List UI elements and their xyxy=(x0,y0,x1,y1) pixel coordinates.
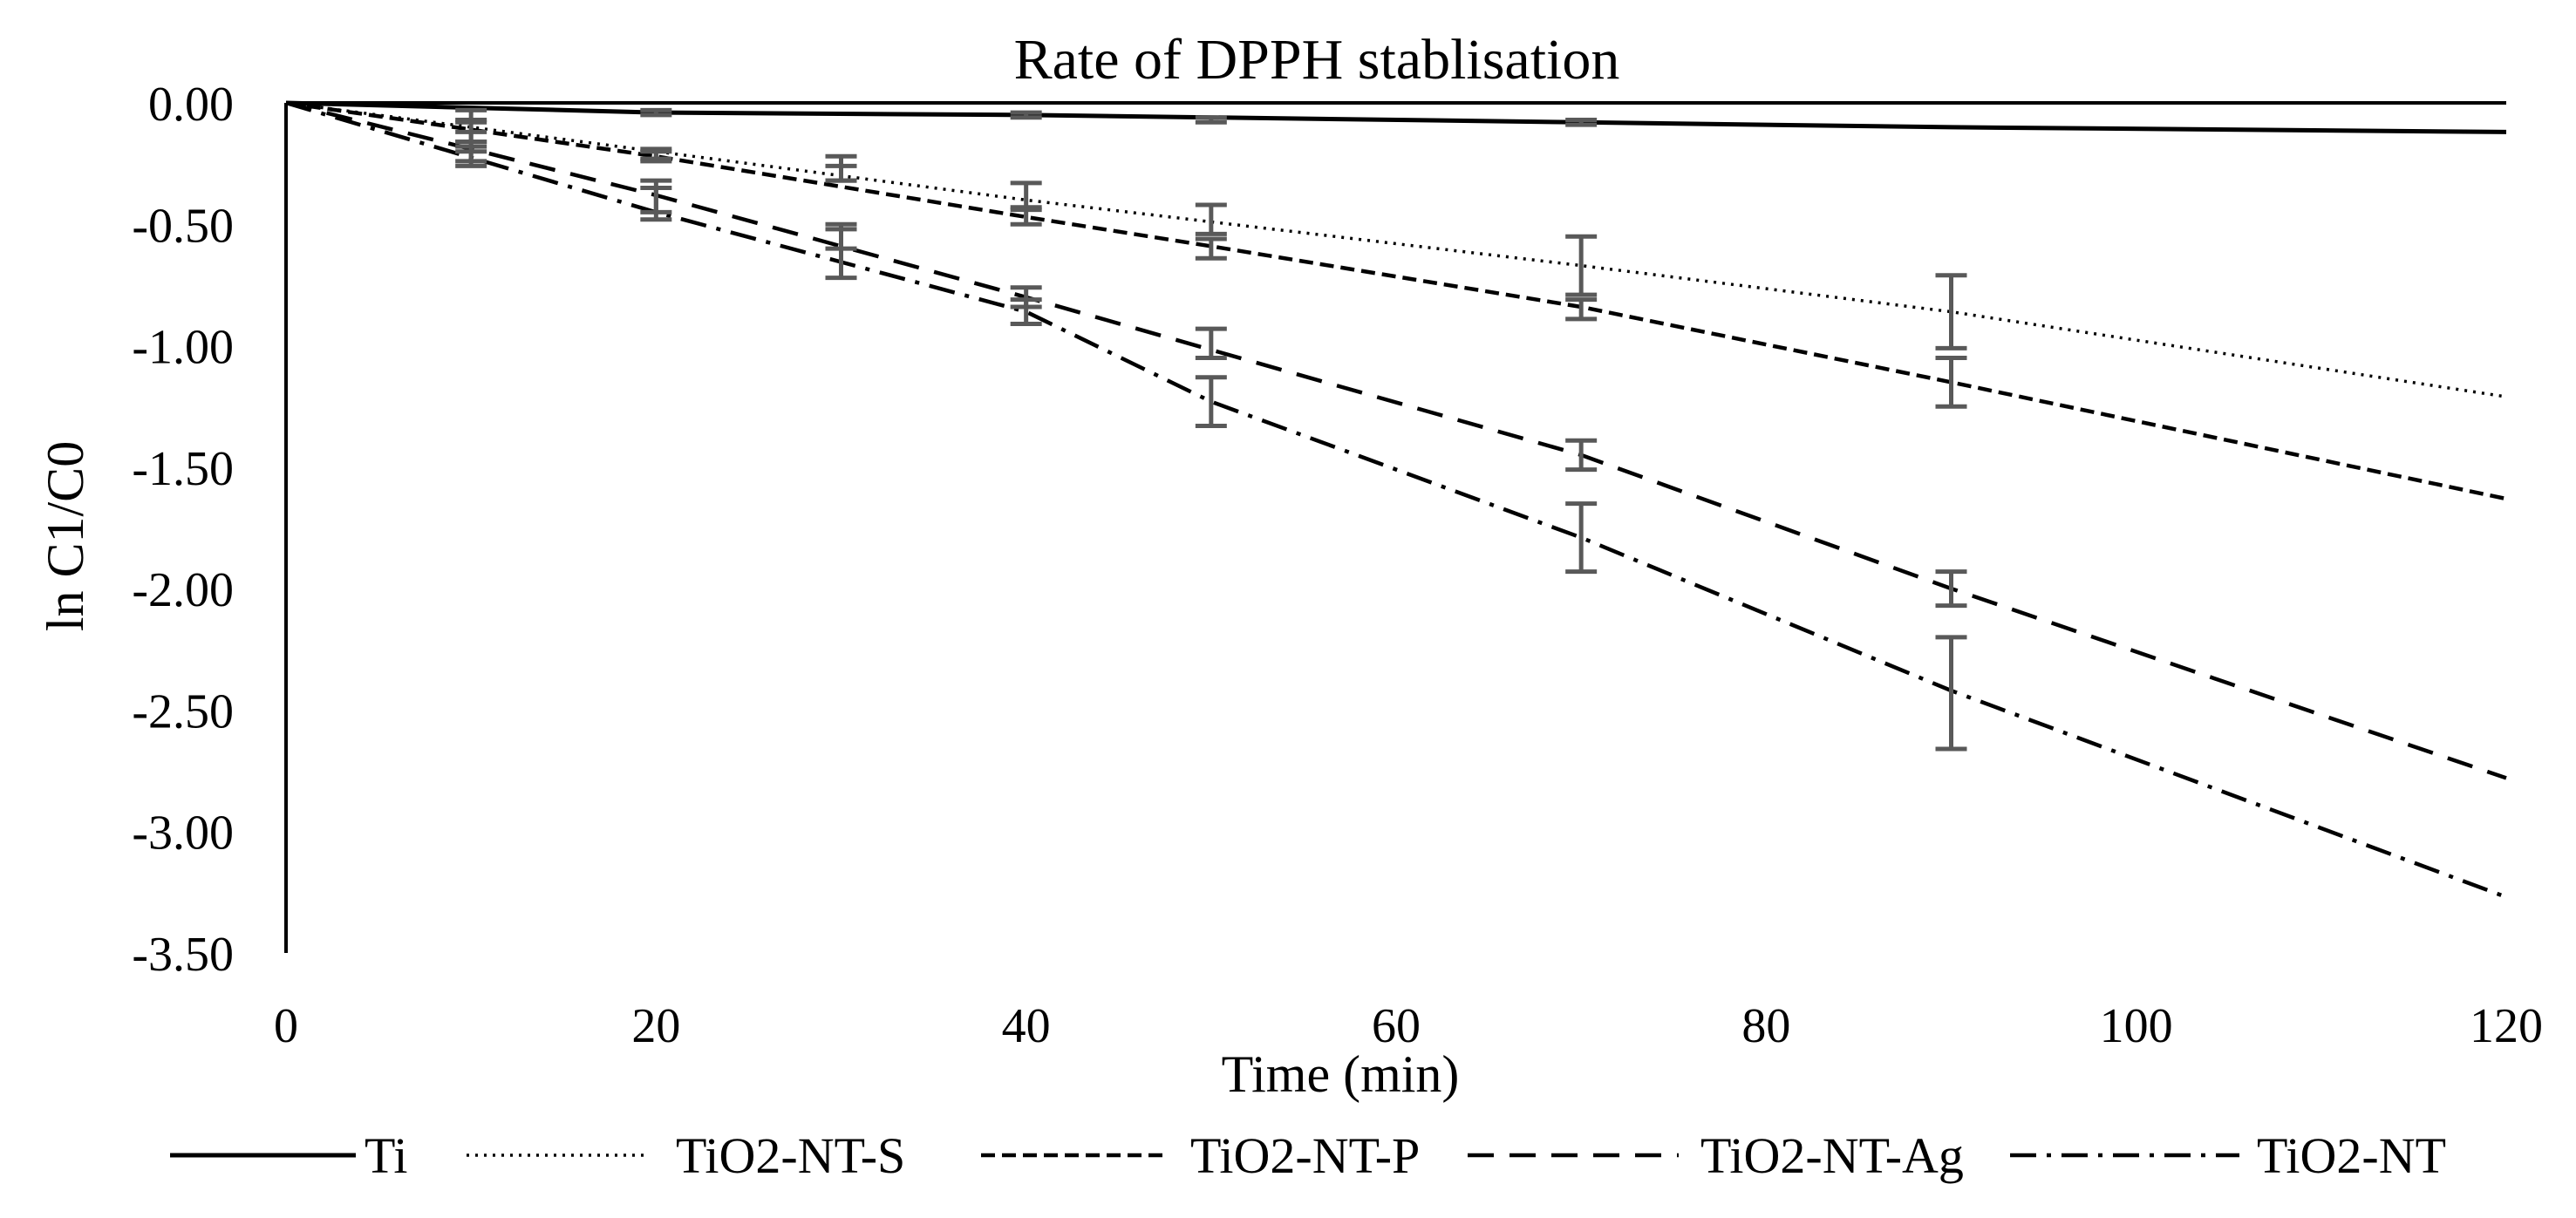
y-axis-label: ln C1/C0 xyxy=(37,441,94,631)
legend-label: TiO2-NT-S xyxy=(676,1127,905,1184)
legend-item-ti: Ti xyxy=(170,1127,408,1184)
legend-label: TiO2-NT-P xyxy=(1190,1127,1420,1184)
error-bar-tio2-nt-p xyxy=(1010,208,1042,227)
x-tick-label: 100 xyxy=(2100,999,2173,1053)
x-tick-label: 0 xyxy=(274,999,298,1053)
error-bar-tio2-nt-s xyxy=(1565,234,1598,297)
error-bar-ti xyxy=(1195,115,1227,125)
series-line-ti xyxy=(285,100,2507,134)
error-bar-ti xyxy=(640,107,672,118)
y-tick-label: -0.50 xyxy=(132,199,234,253)
y-tick-label: -3.50 xyxy=(132,928,234,982)
legend-label: TiO2-NT-Ag xyxy=(1700,1127,1964,1184)
error-bar-tio2-nt-s xyxy=(1935,273,1967,350)
y-tick-label: -1.50 xyxy=(132,442,234,496)
error-bar-tio2-nt-ag xyxy=(1935,569,1967,609)
y-tick-label: 0.00 xyxy=(148,78,234,132)
x-tick-label: 80 xyxy=(1741,999,1790,1053)
error-bar-tio2-nt-p xyxy=(640,149,672,164)
x-tick-label: 120 xyxy=(2470,999,2543,1053)
error-bar-tio2-nt-s xyxy=(1010,180,1042,210)
y-tick-label: -1.00 xyxy=(132,321,234,375)
legend-label: Ti xyxy=(365,1127,408,1184)
error-bar-tio2-nt xyxy=(825,227,857,281)
y-tick-label: -2.50 xyxy=(132,684,234,738)
error-bar-tio2-nt-p xyxy=(1195,236,1227,261)
legend: Ti TiO2-NT-S TiO2-NT-P TiO2-NT-Ag TiO2-NT xyxy=(170,1127,2446,1184)
x-axis-ticks: 0 20 40 60 80 100 120 xyxy=(274,999,2543,1053)
x-tick-label: 20 xyxy=(631,999,680,1053)
legend-item-tio2-nt-s: TiO2-NT-S xyxy=(467,1127,905,1184)
x-axis-label: Time (min) xyxy=(1222,1045,1460,1103)
x-tick-label: 40 xyxy=(1002,999,1051,1053)
error-bar-tio2-nt xyxy=(455,149,487,168)
chart-title: Rate of DPPH stablisation xyxy=(1014,28,1620,92)
error-bar-tio2-nt-ag xyxy=(1195,326,1227,360)
legend-label: TiO2-NT xyxy=(2257,1127,2446,1184)
series-line-tio2-nt-ag xyxy=(285,100,2507,780)
legend-item-tio2-nt: TiO2-NT xyxy=(2010,1127,2446,1184)
error-bar-ti xyxy=(1010,110,1042,120)
y-axis-ticks: 0.00 -0.50 -1.00 -1.50 -2.00 -2.50 -3.00 -3.50 xyxy=(132,78,234,982)
error-bar-tio2-nt xyxy=(1935,635,1967,752)
series-line-tio2-nt-s xyxy=(285,101,2507,398)
error-bar-ti xyxy=(1565,118,1598,127)
error-bar-tio2-nt xyxy=(640,186,672,214)
legend-item-tio2-nt-p: TiO2-NT-P xyxy=(981,1127,1420,1184)
error-bar-tio2-nt-p xyxy=(1935,356,1967,409)
error-bar-tio2-nt xyxy=(1195,375,1227,428)
error-bar-tio2-nt xyxy=(1010,297,1042,326)
error-bar-ti xyxy=(455,107,487,122)
error-bar-tio2-nt-s xyxy=(1195,202,1227,236)
y-tick-label: -3.00 xyxy=(132,806,234,861)
legend-item-tio2-nt-ag: TiO2-NT-Ag xyxy=(1468,1127,1964,1184)
y-tick-label: -2.00 xyxy=(132,563,234,617)
error-bars-layer xyxy=(455,107,1967,752)
error-bar-tio2-nt-ag xyxy=(1565,438,1598,473)
error-bar-tio2-nt-p xyxy=(825,163,857,183)
x-tick-label: 60 xyxy=(1372,999,1421,1053)
error-bar-tio2-nt-p xyxy=(1565,297,1598,322)
error-bar-tio2-nt xyxy=(1565,501,1598,575)
